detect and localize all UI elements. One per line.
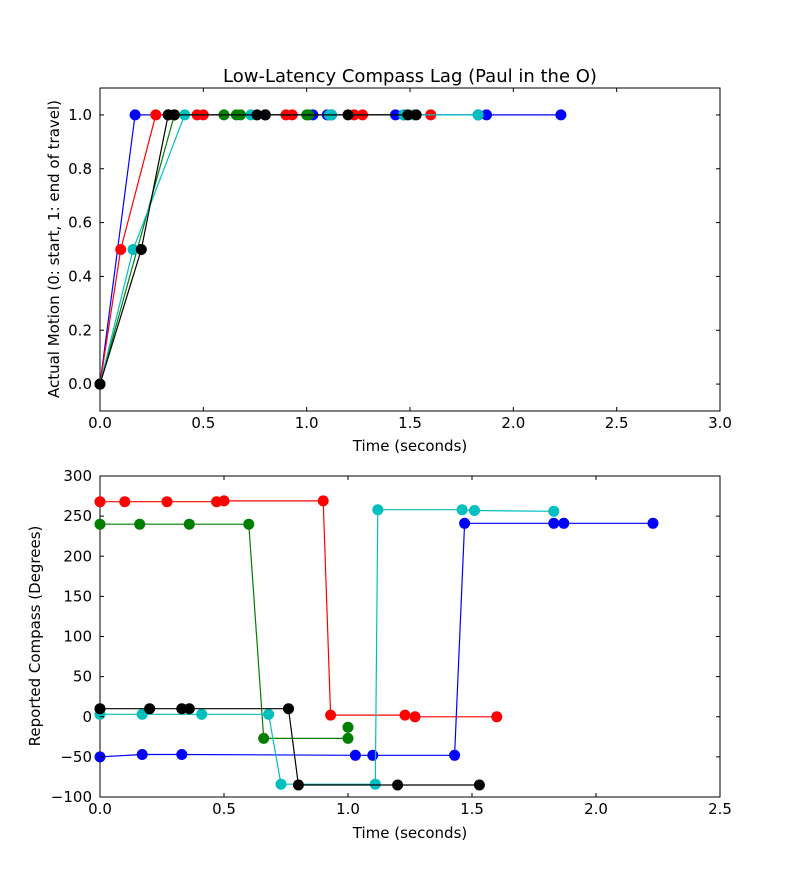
data-point	[275, 778, 287, 790]
series-3	[94, 504, 560, 790]
data-point	[283, 703, 294, 715]
data-point	[134, 518, 146, 530]
y-tick-label: −50	[60, 748, 92, 766]
data-point	[136, 749, 148, 760]
data-point	[409, 711, 421, 723]
y-tick-label: 0	[82, 708, 92, 726]
data-point	[472, 109, 484, 121]
series-1	[94, 518, 354, 744]
x-tick-label: 3.0	[708, 414, 732, 432]
x-tick-label: 0.5	[212, 800, 236, 818]
y-tick-label: 0.8	[68, 160, 92, 178]
series-line	[100, 509, 554, 785]
y-tick-label: 1.0	[68, 106, 92, 124]
tick-layer: 0.0 0.5 1.0 1.5 2.0 2.5 3.0 0.0 0.2 0.4 0.6 0.8 1.0	[68, 88, 732, 432]
data-point	[369, 778, 381, 790]
x-tick-label: 1.5	[398, 414, 422, 432]
data-point	[558, 517, 570, 529]
data-point	[119, 496, 131, 508]
data-point	[399, 709, 411, 721]
series-0	[94, 495, 503, 723]
data-point	[129, 109, 141, 121]
data-point	[258, 732, 270, 744]
y-tick-label: 150	[63, 587, 92, 605]
data-point	[150, 109, 162, 121]
chart-motion: 0.0 0.5 1.0 1.5 2.0 2.5 3.00.00.20.40.60.81.0 …	[45, 66, 732, 455]
data-point	[647, 517, 659, 529]
y-tick-label: 0.4	[68, 267, 92, 285]
chart-compass: 0.0 0.5 1.0 1.5 2.0 2.5 −100 −50 0 50 100 150 200 250…	[26, 467, 732, 842]
data-point	[243, 518, 255, 530]
data-point	[456, 504, 468, 516]
series-4	[94, 703, 485, 791]
data-point	[449, 749, 461, 761]
data-point	[342, 109, 354, 121]
data-point	[135, 244, 147, 255]
data-point	[183, 518, 195, 530]
data-point	[168, 109, 180, 121]
data-point	[292, 779, 304, 791]
series-layer	[94, 495, 659, 791]
data-point	[259, 109, 271, 121]
y-axis-label: Actual Motion (0: start, 1: end of trave…	[45, 100, 63, 398]
data-point	[410, 109, 422, 121]
y-tick-label: 0.2	[68, 321, 92, 339]
x-tick-label: 0.0	[88, 414, 112, 432]
y-tick-label: 300	[63, 467, 92, 485]
data-point	[392, 779, 404, 791]
data-point	[94, 703, 106, 715]
data-point	[548, 505, 560, 517]
data-point	[325, 709, 337, 721]
y-tick-label: 0.0	[68, 375, 92, 393]
data-point	[491, 711, 503, 723]
data-point	[342, 732, 354, 744]
data-point	[349, 749, 361, 761]
x-tick-label: 2.0	[501, 414, 525, 432]
data-point	[115, 244, 127, 255]
data-point	[548, 517, 560, 529]
x-tick-label: 0.0	[88, 800, 112, 818]
data-point	[317, 495, 329, 507]
data-point	[94, 518, 106, 530]
data-point	[176, 749, 188, 760]
x-tick-label: 0.5	[191, 414, 215, 432]
y-tick-label: 0.6	[68, 214, 92, 232]
data-point	[183, 703, 195, 715]
x-axis-label: Time (seconds)	[352, 437, 468, 455]
y-tick-label: 100	[63, 628, 92, 646]
data-point	[555, 109, 567, 121]
y-tick-label: 50	[73, 668, 92, 686]
data-point	[367, 749, 379, 761]
x-tick-label: 1.5	[460, 800, 484, 818]
tick-layer: 0.0 0.5 1.0 1.5 2.0 2.5 −100 −50 0 50 100 150 200 250…	[51, 467, 732, 818]
data-point	[196, 708, 208, 720]
chart-title: Low-Latency Compass Lag (Paul in the O)	[223, 66, 597, 87]
plot-frame	[99, 475, 721, 798]
data-point	[161, 496, 173, 508]
plot-frame	[99, 87, 721, 412]
x-tick-label: 2.5	[708, 800, 732, 818]
data-point	[144, 703, 156, 715]
x-tick-label: 2.0	[584, 800, 608, 818]
data-point	[218, 495, 230, 507]
series-2	[94, 517, 659, 763]
data-point	[459, 517, 471, 529]
y-tick-label: −100	[51, 788, 92, 806]
data-point	[94, 496, 106, 508]
data-point	[473, 779, 485, 791]
x-tick-label: 1.0	[336, 800, 360, 818]
y-tick-label: 250	[63, 507, 92, 525]
y-tick-label: 200	[63, 547, 92, 565]
x-axis-label: Time (seconds)	[352, 824, 468, 842]
data-point	[342, 721, 354, 733]
data-point	[372, 504, 384, 516]
y-axis-label: Reported Compass (Degrees)	[26, 526, 44, 747]
x-tick-label: 1.0	[295, 414, 319, 432]
x-tick-label: 2.5	[605, 414, 629, 432]
data-point	[263, 708, 275, 720]
data-point	[469, 505, 480, 516]
